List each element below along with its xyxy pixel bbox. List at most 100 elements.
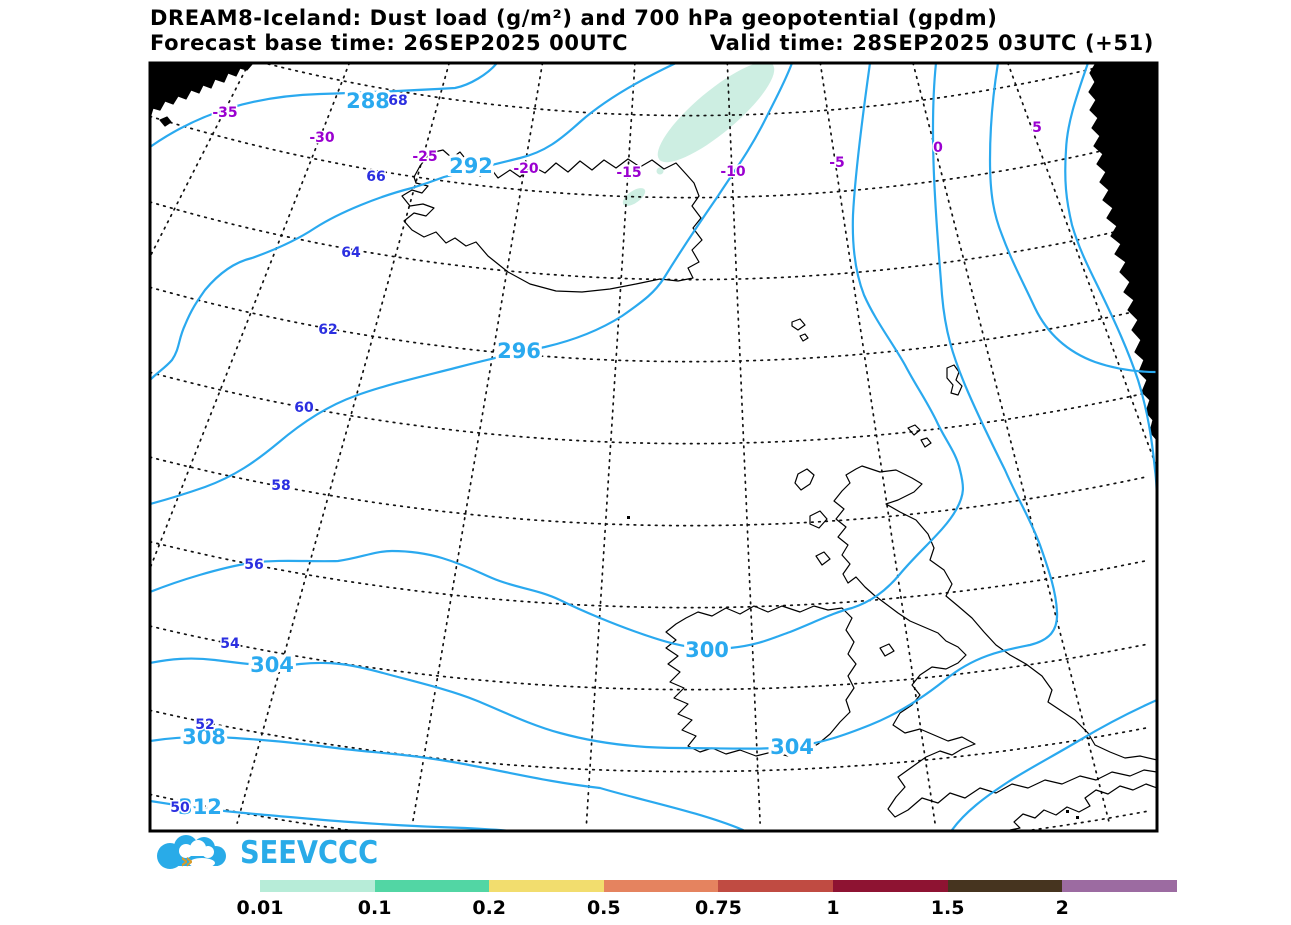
- legend-tick-label: 0.75: [694, 897, 742, 919]
- legend-tick-label: 0.01: [236, 897, 284, 919]
- title-line-2: Forecast base time: 26SEP2025 00UTC Vali…: [150, 31, 1154, 56]
- parallel-gridline: [151, 456, 1147, 527]
- legend-segment: [1062, 880, 1177, 892]
- contour-label: 312: [178, 795, 222, 819]
- latitude-label: 68: [388, 93, 407, 109]
- contour-label: 300: [685, 638, 729, 662]
- legend-color-bar: [260, 880, 1177, 892]
- meridian-gridline: [819, 64, 936, 824]
- cloud-icon: »: [157, 835, 226, 872]
- geopotential-contour-line: [988, 64, 1156, 374]
- latitude-label: 60: [294, 400, 314, 416]
- latitude-label: 58: [271, 478, 290, 494]
- meridian-gridline: [151, 64, 250, 257]
- legend-segment: [718, 880, 833, 892]
- legend-segment: [374, 880, 490, 892]
- valid-time: Valid time: 28SEP2025 03UTC (+51): [709, 31, 1154, 55]
- longitude-label: -25: [412, 149, 437, 165]
- contour-label: 296: [497, 339, 541, 363]
- ireland-coast: [665, 605, 857, 757]
- contour-label: 288: [346, 89, 390, 113]
- parallel-gridline: [151, 201, 1147, 281]
- channel-island: [1076, 816, 1079, 819]
- small-islet: [627, 516, 630, 519]
- parallel-gridline: [151, 793, 1147, 830]
- longitude-label: -15: [616, 165, 641, 181]
- coastlines: [151, 64, 1156, 830]
- geopotential-contour-line: [950, 699, 1156, 830]
- latitude-label: 54: [220, 636, 240, 652]
- channel-island: [1066, 810, 1069, 813]
- greenland-coast: [151, 64, 253, 117]
- geopotential-contour-line: [151, 64, 677, 381]
- meridian-gridline: [726, 64, 761, 824]
- legend-tick-label: 2: [1055, 897, 1069, 919]
- contour-label: 292: [449, 154, 493, 178]
- parallel-gridline: [264, 64, 1116, 117]
- contour-label: 308: [182, 725, 226, 749]
- longitude-label: -30: [309, 130, 335, 146]
- meridian-gridline: [411, 64, 544, 824]
- longitude-label: 0: [933, 140, 943, 156]
- longitude-label: -5: [829, 155, 845, 171]
- contour-label: 304: [770, 735, 814, 759]
- dust-load-legend: 0.01 0.1 0.2 0.5 0.75 1 1.5 2: [237, 880, 1220, 925]
- legend-tick-label: 1.5: [930, 897, 965, 919]
- meridian-gridline: [912, 64, 1111, 824]
- logo-arrow-icon: »: [180, 849, 194, 872]
- legend-segment: [603, 880, 719, 892]
- france-coast: [1009, 783, 1156, 830]
- logo-text: SEEVCCC: [240, 835, 379, 871]
- latitude-label: 64: [341, 245, 361, 261]
- legend-tick-label: 0.2: [472, 897, 507, 919]
- parallel-gridline: [151, 115, 1147, 199]
- map-labels: 288 292 296 300 304 304 308 312 68 66 64 62 60 58 56 54…: [169, 86, 1044, 822]
- latitude-label: 62: [318, 322, 337, 338]
- norway-coast: [1088, 64, 1156, 440]
- parallel-gridline: [151, 286, 1147, 363]
- map-border: [148, 61, 1159, 833]
- lat-lon-graticule: [0, 63, 1156, 830]
- shetland-islands: [946, 364, 963, 396]
- parallel-gridline: [151, 371, 1147, 445]
- latitude-label: 66: [366, 169, 385, 185]
- orkney-islands: [907, 424, 932, 448]
- geopotential-contour-line: [151, 64, 498, 148]
- forecast-base-time: Forecast base time: 26SEP2025 00UTC: [150, 31, 629, 55]
- latitude-label: 50: [170, 800, 190, 816]
- legend-segment: [947, 880, 1063, 892]
- legend-segment: [489, 880, 604, 892]
- geopotential-contour-line: [151, 735, 745, 830]
- isle-of-man: [879, 643, 895, 657]
- parallel-gridline: [151, 709, 1147, 773]
- meridian-gridline: [151, 64, 350, 569]
- latitude-label: 56: [244, 557, 263, 573]
- faroe-islands: [791, 318, 809, 342]
- geopotential-contour-line: [151, 64, 964, 650]
- longitude-label: -10: [720, 164, 746, 180]
- greenland-islet: [159, 116, 172, 127]
- meridian-gridline: [236, 64, 450, 824]
- geopotential-contour-line: [151, 64, 1059, 750]
- geopotential-contours: [151, 64, 1156, 830]
- seevccc-logo: » SEEVCCC: [150, 834, 397, 872]
- contour-label: 304: [250, 653, 294, 677]
- geopotential-contour-line: [1064, 64, 1156, 511]
- parallel-gridline: [151, 541, 1147, 609]
- legend-tick-label: 0.1: [357, 897, 392, 919]
- great-britain-coast: [833, 465, 1156, 818]
- meridian-gridline: [1007, 64, 1156, 468]
- legend-segment: [260, 880, 375, 892]
- longitude-label: -20: [513, 161, 539, 177]
- meridian-gridline: [0, 63, 136, 823]
- geopotential-contour-line: [151, 64, 793, 505]
- legend-segment: [832, 880, 948, 892]
- legend-tick-label: 1: [826, 897, 840, 919]
- title-line-1: DREAM8-Iceland: Dust load (g/m²) and 700…: [150, 6, 998, 30]
- geopotential-contour-line: [151, 800, 511, 830]
- page-title: DREAM8-Iceland: Dust load (g/m²) and 700…: [150, 6, 1154, 56]
- iceland-coast: [401, 149, 703, 293]
- hebrides-islands: [794, 468, 831, 566]
